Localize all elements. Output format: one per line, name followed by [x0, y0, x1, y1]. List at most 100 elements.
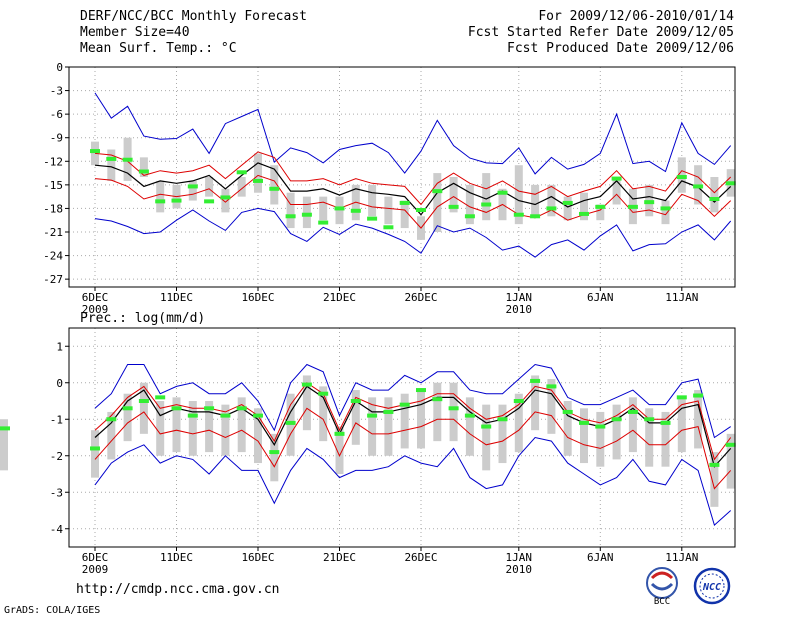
y-tick-label: -18	[43, 202, 63, 215]
y-tick-label: -6	[50, 108, 63, 121]
median-marker	[546, 206, 557, 211]
median-marker	[448, 204, 459, 209]
min-line	[94, 436, 732, 526]
box-bar	[580, 408, 588, 464]
median-marker	[464, 413, 475, 418]
bcc-logo-text: BCC	[654, 597, 670, 606]
median-marker	[611, 417, 622, 422]
x-tick-label: 26DEC	[404, 551, 437, 564]
ensemble-mean-line	[94, 162, 732, 216]
box-bar	[270, 165, 279, 205]
plot-frame	[68, 327, 736, 548]
median-marker	[595, 424, 606, 429]
box-bar	[221, 188, 230, 213]
box-bar	[563, 196, 572, 221]
box-bar	[188, 180, 197, 201]
box-bar	[319, 386, 328, 442]
x-tick-label: 6DEC	[82, 291, 109, 304]
header-right: For 2009/12/06-2010/01/14 Fcst Started R…	[468, 9, 734, 57]
median-marker	[562, 409, 573, 414]
box-bar	[237, 177, 246, 197]
y-tick-label: -3	[50, 486, 63, 499]
median-marker	[399, 402, 410, 407]
median-marker	[236, 406, 247, 411]
variable-label: Mean Surf. Temp.: °C	[80, 41, 237, 56]
median-marker	[236, 170, 247, 175]
y-tick-label: -12	[43, 155, 63, 168]
box-bar	[91, 430, 99, 478]
box-bar	[465, 184, 474, 225]
box-bar	[661, 411, 670, 467]
median-marker	[660, 206, 671, 211]
median-marker	[432, 189, 443, 194]
box-bar	[107, 149, 116, 181]
median-marker	[90, 446, 100, 451]
box-bar	[335, 426, 344, 474]
median-marker	[530, 378, 541, 383]
y-tick-label: -21	[43, 226, 63, 239]
median-marker	[513, 399, 524, 403]
box-bar	[368, 184, 377, 217]
lower-spread-line	[94, 174, 732, 229]
median-marker	[350, 208, 361, 213]
box-bar	[286, 192, 295, 229]
median-marker	[122, 157, 133, 162]
median-marker	[725, 442, 736, 447]
median-marker	[350, 399, 361, 403]
x-tick-label: 21DEC	[323, 291, 356, 304]
grads-credit: GrADS: COLA/IGES	[4, 605, 101, 616]
box-bar	[449, 382, 458, 442]
median-marker	[383, 409, 394, 414]
median-marker	[611, 176, 622, 181]
x-tick-label: 16DEC	[241, 291, 274, 304]
box-bar	[205, 177, 214, 197]
x-tick-label: 11DEC	[160, 551, 193, 564]
box-bar	[612, 177, 621, 205]
max-line	[94, 363, 731, 439]
y-tick-label: -2	[50, 450, 63, 463]
median-marker	[334, 206, 345, 211]
box-bar	[221, 404, 230, 456]
y-tick-label: 0	[56, 61, 63, 74]
x-tick-label: 11JAN	[665, 551, 698, 564]
y-tick-label: -1	[50, 413, 63, 426]
y-tick-label: -4	[50, 523, 64, 536]
median-marker	[301, 382, 312, 387]
median-marker	[627, 204, 638, 209]
median-marker	[318, 220, 329, 225]
median-marker	[432, 397, 443, 402]
max-line	[94, 92, 732, 175]
source-url[interactable]: http://cmdp.ncc.cma.gov.cn	[76, 582, 280, 597]
median-marker	[220, 195, 231, 200]
median-marker	[693, 393, 704, 398]
median-marker	[676, 395, 687, 400]
upper-spread-line	[94, 151, 732, 206]
median-marker	[318, 391, 329, 396]
median-marker	[644, 417, 655, 422]
box-bar	[596, 204, 605, 221]
box-bar	[628, 397, 637, 453]
median-marker	[285, 214, 296, 219]
x-tick-year: 2009	[82, 303, 109, 316]
box-bar	[400, 393, 409, 449]
median-marker	[220, 413, 231, 418]
box-bar	[677, 397, 686, 453]
median-marker	[204, 199, 215, 204]
y-tick-label: 0	[56, 377, 63, 390]
median-marker	[725, 181, 736, 186]
x-tick-label: 6DEC	[82, 551, 109, 564]
median-marker	[301, 212, 312, 217]
median-marker	[171, 198, 182, 203]
median-marker	[106, 417, 117, 422]
bcc-logo: BCC	[646, 567, 678, 606]
median-marker	[660, 420, 671, 425]
box-bar	[400, 200, 409, 229]
header-left: DERF/NCC/BCC Monthly Forecast Member Siz…	[80, 9, 307, 57]
y-tick-label: -27	[43, 273, 63, 286]
box-bar	[645, 408, 654, 467]
box-bar	[254, 153, 262, 193]
median-marker	[253, 413, 263, 418]
box-bar	[417, 390, 425, 449]
box-bar	[449, 177, 458, 213]
